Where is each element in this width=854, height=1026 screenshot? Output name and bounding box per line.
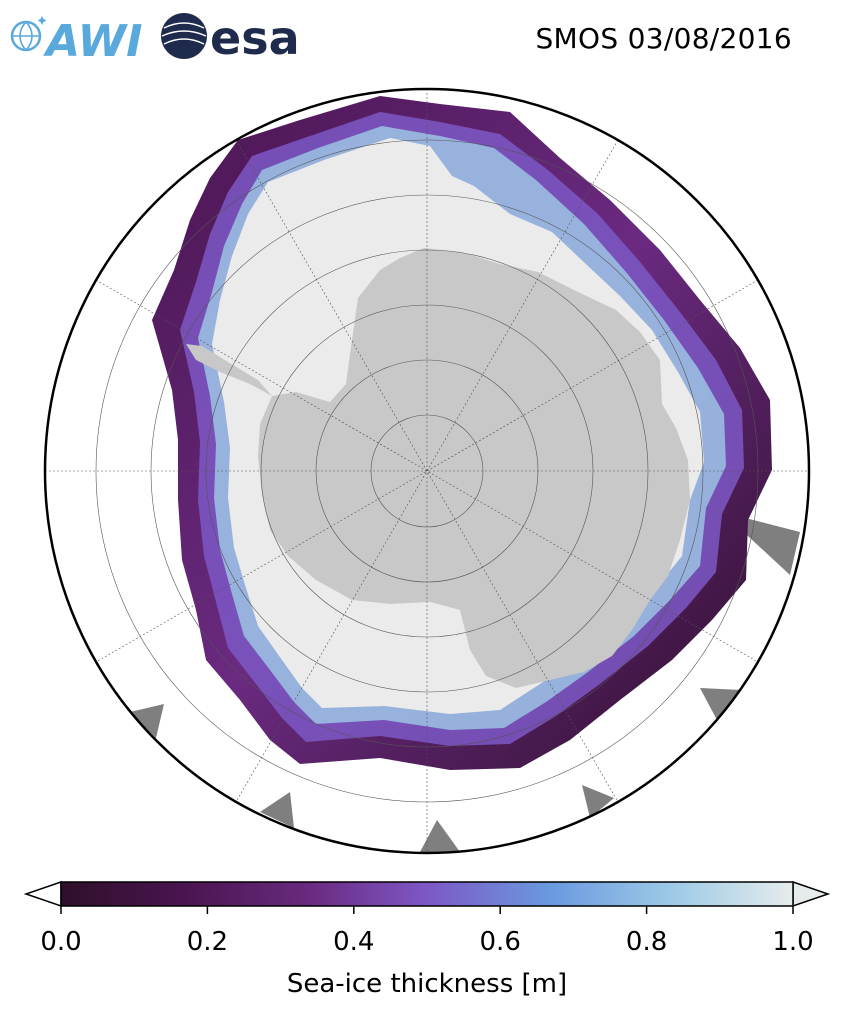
- antarctic-peninsula: [186, 344, 272, 396]
- colorbar-label: Sea-ice thickness [m]: [287, 969, 567, 999]
- antarctica-landmass: [258, 248, 690, 688]
- colorbar-ticks: 0.0 0.2 0.4 0.6 0.8 1.0: [40, 906, 814, 957]
- map-title: SMOS 03/08/2016: [535, 22, 792, 55]
- logos: AWI esa: [10, 11, 300, 64]
- mask-region: [130, 704, 164, 738]
- colorbar-tick-label: 0.6: [480, 927, 521, 957]
- map-boundary: [43, 87, 811, 855]
- awi-wordmark: AWI: [43, 16, 143, 64]
- colorbar-tick-label: 0.0: [40, 927, 81, 957]
- esa-wordmark: esa: [210, 11, 300, 64]
- colorbar: 0.0 0.2 0.4 0.6 0.8 1.0 Sea-ice thickness [m]: [23, 880, 831, 999]
- mask-region: [260, 792, 294, 828]
- esa-logo: esa: [161, 11, 300, 64]
- colorbar-extend-min: [23, 880, 62, 908]
- mask-region: [582, 785, 614, 818]
- awi-logo: AWI: [10, 16, 143, 64]
- mask-region: [700, 688, 742, 722]
- star-icon: [37, 16, 47, 25]
- colorbar-tick-label: 0.8: [626, 927, 667, 957]
- mask-region: [420, 820, 460, 852]
- colorbar-tick-label: 0.4: [333, 927, 374, 957]
- colorbar-tick-label: 1.0: [772, 927, 813, 957]
- colorbar-extend-max: [792, 880, 831, 908]
- colorbar-gradient: [60, 881, 794, 907]
- colorbar-tick-label: 0.2: [187, 927, 228, 957]
- polar-map: [43, 87, 811, 855]
- graticule-meridians: [45, 89, 809, 853]
